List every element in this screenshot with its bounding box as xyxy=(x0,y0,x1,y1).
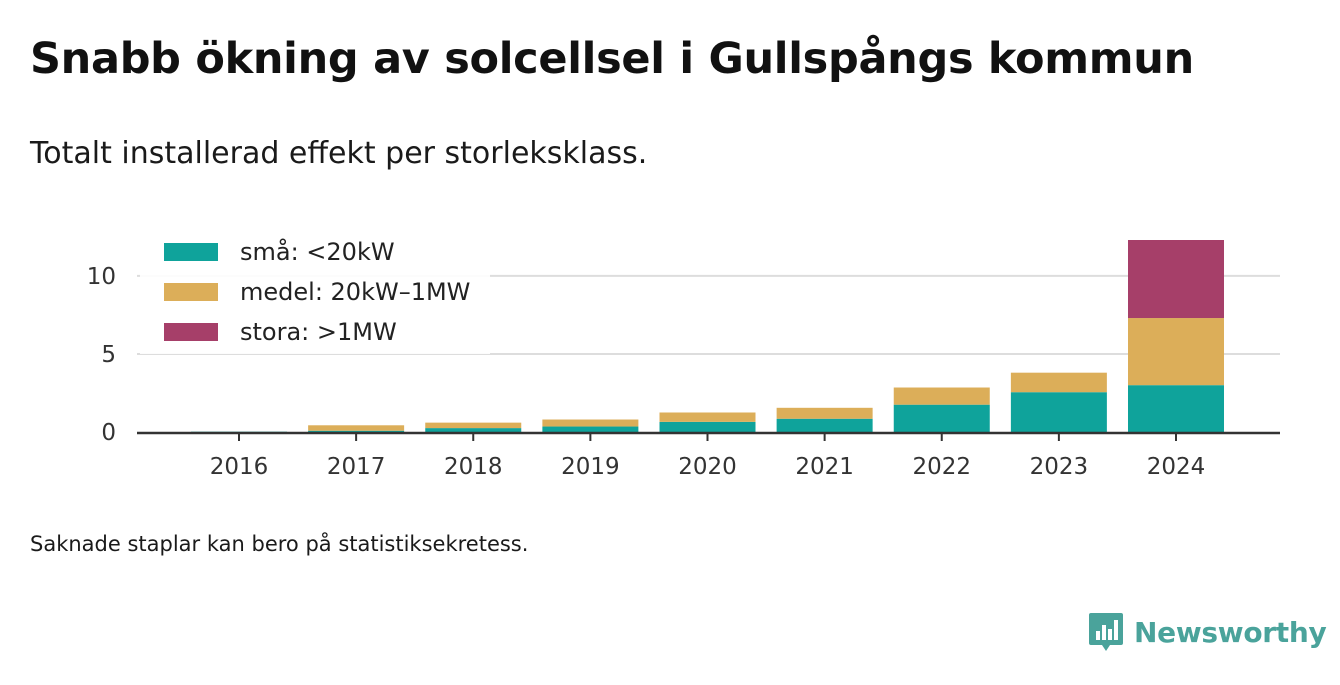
bar-2021-series-1 xyxy=(776,407,873,419)
bar-2022-series-1 xyxy=(893,387,990,405)
bar-2020-series-0 xyxy=(659,421,756,432)
footnote: Saknade staplar kan bero på statistiksek… xyxy=(30,532,529,556)
chart-legend: små: <20kW medel: 20kW–1MW stora: >1MW xyxy=(140,228,490,354)
newsworthy-logo-icon xyxy=(1089,613,1123,651)
x-tick-label: 2016 xyxy=(210,454,269,480)
bar-2018-series-0 xyxy=(425,428,522,432)
legend-label: små: <20kW xyxy=(240,237,395,266)
x-tick-label: 2020 xyxy=(678,454,737,480)
y-tick-label: 0 xyxy=(101,420,116,446)
bar-2022-series-0 xyxy=(893,404,990,432)
legend-swatch xyxy=(164,283,218,301)
bar-2020-series-1 xyxy=(659,412,756,422)
x-tick-label: 2023 xyxy=(1030,454,1089,480)
x-tick-label: 2018 xyxy=(444,454,503,480)
bar-2024-series-1 xyxy=(1128,318,1224,386)
bar-2019-series-0 xyxy=(542,426,639,432)
bar-2021-series-0 xyxy=(776,418,873,432)
bar-2024-series-2 xyxy=(1128,240,1224,319)
x-tick-label: 2019 xyxy=(561,454,620,480)
bar-2017-series-1 xyxy=(308,425,405,431)
legend-swatch xyxy=(164,243,218,261)
x-axis-ticks: 2016 2017 2018 2019 2020 2021 2022 2023 2024 xyxy=(210,433,1206,480)
bar-2017-series-0 xyxy=(308,430,405,432)
bar-2023-series-0 xyxy=(1010,392,1107,432)
bar-2024-series-0 xyxy=(1128,385,1224,432)
bar-2023-series-1 xyxy=(1010,372,1107,393)
legend-label: medel: 20kW–1MW xyxy=(240,278,470,306)
y-tick-label: 10 xyxy=(87,264,116,290)
brand-logo[interactable]: Newsworthy xyxy=(1088,611,1327,653)
chart-title: Snabb ökning av solcellsel i Gullspångs … xyxy=(30,34,1194,84)
x-tick-label: 2024 xyxy=(1147,454,1206,480)
y-tick-label: 5 xyxy=(101,342,116,368)
y-axis-ticks: 0 5 10 xyxy=(87,264,116,446)
chart-subtitle: Totalt installerad effekt per storlekskl… xyxy=(30,136,648,171)
legend-swatch xyxy=(164,323,218,341)
x-tick-label: 2022 xyxy=(912,454,971,480)
legend-label: stora: >1MW xyxy=(240,318,397,346)
stacked-bar-chart: 0 5 10 2016 2017 2018 2019 2020 2021 2022 2023 202… xyxy=(86,228,1280,480)
bar-2018-series-1 xyxy=(425,422,522,429)
bar-2019-series-1 xyxy=(542,419,639,427)
brand-name: Newsworthy xyxy=(1134,615,1327,649)
x-tick-label: 2017 xyxy=(327,454,386,480)
x-tick-label: 2021 xyxy=(795,454,854,480)
bar-stacks xyxy=(191,240,1224,432)
